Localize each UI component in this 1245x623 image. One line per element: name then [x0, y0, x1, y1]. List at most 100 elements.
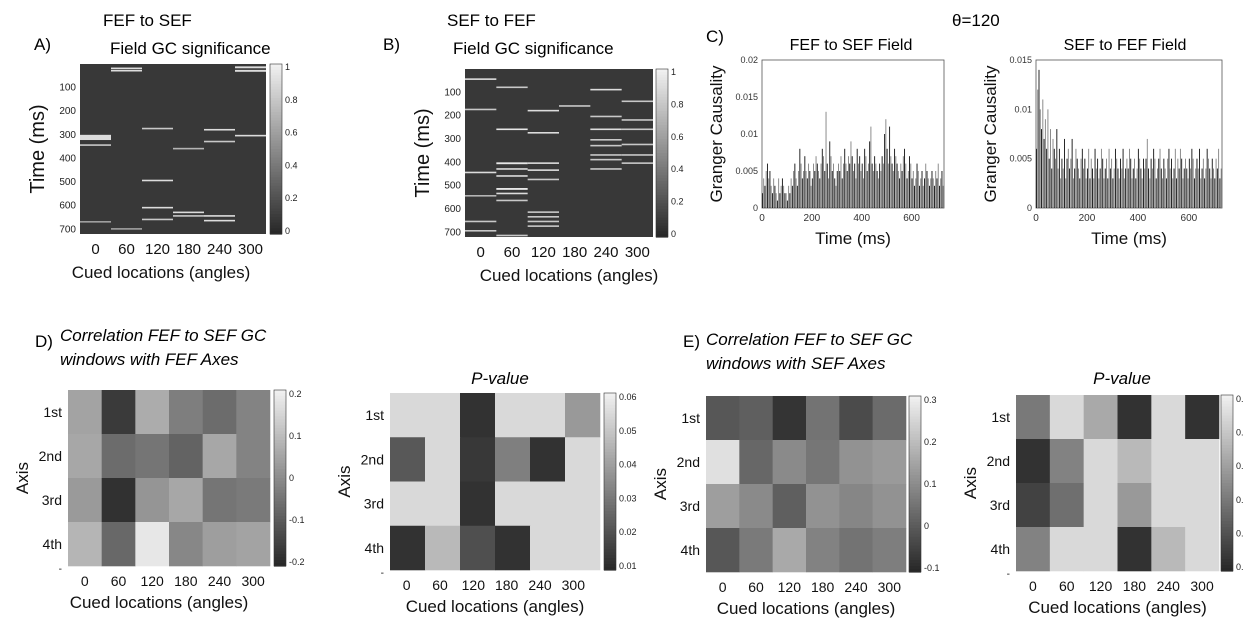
significance-band	[465, 171, 497, 174]
heatmap-cell	[1151, 439, 1186, 484]
significance-band	[590, 128, 622, 131]
panel-c-theta: θ=120	[952, 11, 1000, 30]
gc-bar	[860, 171, 862, 208]
gc-bar	[1116, 158, 1118, 208]
heatmap-cell	[202, 478, 237, 523]
colorbar-segment	[604, 555, 616, 559]
gc-bar	[770, 185, 772, 208]
colorbar-segment	[274, 425, 286, 429]
y-tick-label: 3rd	[990, 497, 1010, 513]
significance-band	[496, 86, 528, 89]
gc-bar	[1214, 178, 1216, 208]
colorbar-segment	[909, 566, 921, 570]
colorbar-segment	[274, 478, 286, 482]
colorbar-segment	[1221, 430, 1233, 434]
colorbar-segment	[909, 516, 921, 520]
panel-c-letter: C)	[706, 27, 724, 46]
gc-bar	[939, 185, 940, 208]
gc-bar	[1202, 158, 1204, 208]
gc-bar	[1159, 148, 1161, 208]
colorbar-segment	[274, 398, 286, 403]
colorbar-segment	[274, 475, 286, 479]
colorbar-segment	[274, 401, 286, 406]
colorbar-tick-label: 1	[671, 67, 676, 77]
gc-bar	[1108, 148, 1110, 208]
gc-bar	[1053, 148, 1055, 208]
heatmap-cell	[530, 525, 566, 571]
gc-bar	[1047, 109, 1049, 208]
gc-bar	[905, 163, 907, 208]
x-tick-label: 200	[1079, 213, 1096, 224]
gc-bar	[818, 171, 819, 208]
gc-bar	[941, 171, 943, 208]
colorbar-segment	[604, 496, 616, 500]
colorbar-segment	[604, 469, 616, 474]
gc-bar	[1114, 148, 1116, 208]
gc-bar	[1154, 158, 1156, 208]
gc-bar	[1187, 178, 1189, 208]
gc-bar	[1210, 178, 1212, 208]
gc-bar	[1169, 168, 1171, 208]
gc-bar	[785, 193, 787, 208]
colorbar-segment	[909, 398, 921, 403]
heatmap-cell	[1016, 439, 1051, 484]
x-tick-label: 400	[853, 213, 870, 224]
colorbar-tick-label: 0.01	[619, 561, 637, 571]
panel-a-title-line1: FEF to SEF	[103, 11, 192, 30]
colorbar-segment	[656, 178, 668, 182]
colorbar-segment	[274, 460, 286, 464]
colorbar-segment	[909, 440, 921, 444]
gc-bar	[1205, 168, 1207, 208]
gc-bar	[890, 156, 892, 208]
gc-bar	[796, 185, 798, 208]
colorbar-segment	[274, 439, 286, 444]
heatmap-cell	[565, 437, 601, 482]
gc-bar	[875, 163, 877, 208]
significance-band	[590, 88, 622, 91]
colorbar-tick-label: 0.6	[285, 128, 298, 138]
heatmap-cell	[565, 393, 601, 438]
colorbar-segment	[909, 410, 921, 415]
colorbar-tick-label: -0.2	[289, 557, 305, 567]
colorbar-segment	[1221, 456, 1233, 461]
colorbar-segment	[909, 569, 921, 573]
colorbar-segment	[909, 504, 921, 509]
gc-bar	[1066, 158, 1068, 208]
significance-band	[527, 178, 559, 181]
gc-bar	[1209, 168, 1211, 208]
gc-bar	[1079, 178, 1081, 208]
gc-bar	[1123, 178, 1125, 208]
colorbar-segment	[1221, 512, 1233, 516]
colorbar-segment	[1221, 477, 1233, 481]
gc-bar	[1069, 168, 1071, 208]
x-tick-label: 180	[495, 577, 519, 593]
gc-bar	[1065, 178, 1067, 208]
colorbar-segment	[604, 466, 616, 471]
gc-bar	[1186, 168, 1188, 208]
gc-bar	[921, 171, 923, 208]
colorbar-segment	[604, 567, 616, 571]
colorbar-segment	[274, 560, 286, 564]
significance-band	[496, 162, 528, 165]
significance-band	[621, 119, 653, 121]
x-tick-label: 300	[878, 579, 902, 595]
colorbar-segment	[656, 88, 668, 92]
panel-d-title-line2: windows with FEF Axes	[60, 350, 239, 369]
colorbar-segment	[604, 552, 616, 556]
gc-bar	[895, 156, 897, 208]
gc-bar	[1067, 148, 1069, 208]
heatmap-cell	[495, 481, 531, 527]
gc-bar	[1078, 168, 1079, 208]
x-tick-label: 120	[140, 573, 164, 589]
colorbar-segment	[909, 396, 921, 400]
gc-bar	[1104, 168, 1106, 208]
panel-e-pvalue-title: P-value	[1093, 369, 1151, 388]
colorbar-segment	[270, 208, 282, 212]
gc-bar	[1215, 158, 1217, 208]
colorbar-tick-label: 0.	[1236, 461, 1244, 471]
gc-bar	[1058, 148, 1060, 208]
gc-bar	[1146, 138, 1148, 208]
gc-bar	[1207, 158, 1209, 208]
y-tick-label: -	[59, 564, 62, 575]
panel-b-heatmap: 100 200 300 400 500 600 700 0 60 120 180 240 300 Cued…	[412, 67, 684, 285]
